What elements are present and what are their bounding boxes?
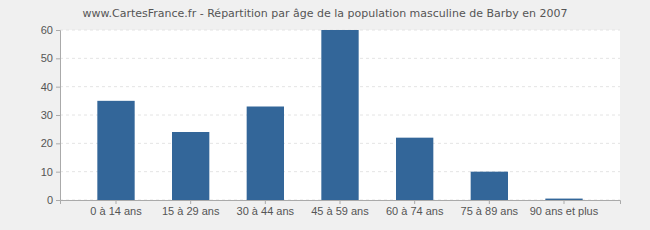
y-tick-mark xyxy=(56,30,60,31)
x-tick: 30 à 44 ans xyxy=(237,200,295,217)
y-tick-mark xyxy=(56,87,60,88)
chart: 0 10 20 30 40 50 60 0 à 14 ans 15 à 29 ans 30 à 4… xyxy=(0,0,650,230)
bar xyxy=(97,101,134,200)
bar xyxy=(396,138,433,200)
y-tick-label: 20 xyxy=(41,137,53,149)
x-tick-mark xyxy=(489,200,490,204)
y-tick-mark xyxy=(56,143,60,144)
y-tick: 0 xyxy=(47,194,60,206)
x-tick-label: 30 à 44 ans xyxy=(237,205,295,217)
x-tick: 15 à 29 ans xyxy=(162,200,220,217)
x-tick: 45 à 59 ans xyxy=(311,200,369,217)
x-tick-label: 75 à 89 ans xyxy=(461,205,519,217)
x-tick: 60 à 74 ans xyxy=(386,200,444,217)
bar xyxy=(545,199,582,200)
y-tick: 30 xyxy=(41,109,60,121)
x-tick: 75 à 89 ans xyxy=(461,200,519,217)
y-tick: 50 xyxy=(41,52,60,64)
x-tick-label: 45 à 59 ans xyxy=(311,205,369,217)
x-tick-mark xyxy=(265,200,266,204)
y-tick-label: 60 xyxy=(41,24,53,36)
y-tick-mark xyxy=(56,58,60,59)
x-tick-mark xyxy=(190,200,191,204)
x-tick-label: 0 à 14 ans xyxy=(90,205,142,217)
grid xyxy=(60,30,620,200)
x-tick-label: 60 à 74 ans xyxy=(386,205,444,217)
y-tick: 60 xyxy=(41,24,60,36)
y-tick: 20 xyxy=(41,137,60,149)
plot-area xyxy=(60,30,620,200)
y-tick: 40 xyxy=(41,81,60,93)
y-tick-label: 30 xyxy=(41,109,53,121)
x-tick: 90 ans et plus xyxy=(530,200,599,217)
y-axis-line xyxy=(56,31,61,201)
y-tick-label: 0 xyxy=(47,194,53,206)
y-tick: 10 xyxy=(41,166,60,178)
x-tick-label: 90 ans et plus xyxy=(530,205,599,217)
y-axis: 0 10 20 30 40 50 60 xyxy=(41,24,61,206)
x-tick-mark xyxy=(414,200,415,204)
x-tick-mark xyxy=(116,200,117,204)
y-tick-label: 40 xyxy=(41,81,53,93)
bar xyxy=(321,30,358,200)
x-axis: 0 à 14 ans 15 à 29 ans 30 à 44 ans 45 à 59 … xyxy=(61,200,621,217)
background xyxy=(0,0,650,230)
y-tick-mark xyxy=(56,172,60,173)
y-tick-label: 10 xyxy=(41,166,53,178)
title: www.CartesFrance.fr - Répartition par âg… xyxy=(83,7,568,20)
x-tick: 0 à 14 ans xyxy=(90,200,142,217)
y-tick-mark xyxy=(56,115,60,116)
bars xyxy=(97,30,582,200)
x-axis-line xyxy=(61,201,621,205)
bar xyxy=(172,132,209,200)
x-tick-mark xyxy=(340,200,341,204)
y-tick-mark xyxy=(56,200,60,201)
bar xyxy=(471,172,508,200)
bar xyxy=(247,107,284,201)
plot: 0 10 20 30 40 50 60 0 à 14 ans 15 à 29 ans 30 à 4… xyxy=(41,24,621,217)
x-tick-label: 15 à 29 ans xyxy=(162,205,220,217)
x-tick-mark xyxy=(564,200,565,204)
y-tick-label: 50 xyxy=(41,52,53,64)
